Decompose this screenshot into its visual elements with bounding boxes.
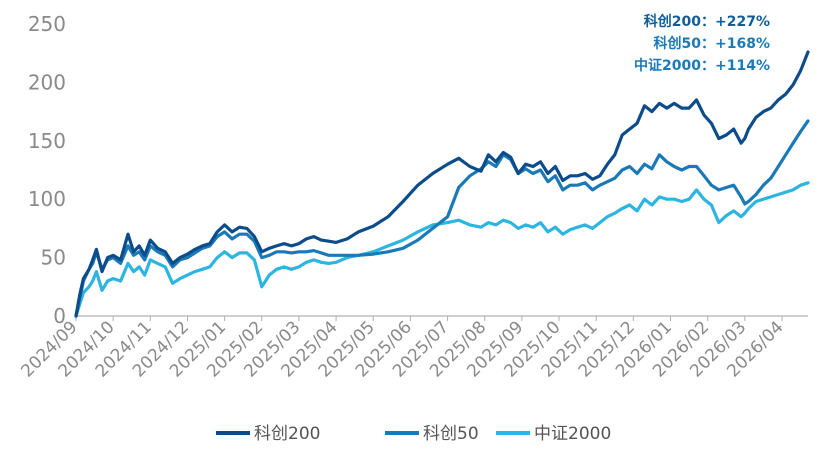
series-line-2: [74, 119, 810, 318]
annotation-3: 中证2000：+114%: [634, 57, 770, 74]
series-line-3: [74, 181, 810, 318]
annotation-1: 科创200：+227%: [644, 13, 770, 30]
series-line-1: [74, 50, 810, 318]
y-tick-label: 150: [28, 129, 66, 153]
x-axis-tick-marks: [75, 316, 783, 321]
y-tick-label: 50: [41, 246, 66, 270]
end-value-annotations: 科创200：+227% 科创50：+168% 中证2000：+114%: [634, 13, 770, 74]
series-lines: [74, 50, 810, 318]
y-tick-label: 100: [28, 187, 66, 211]
legend: 科创200 科创50 中证2000: [216, 424, 611, 444]
legend-label: 中证2000: [534, 424, 611, 444]
legend-label: 科创50: [423, 424, 479, 444]
legend-label: 科创200: [254, 424, 320, 444]
y-axis-ticks: 0 50 100 150 200 250: [28, 12, 66, 328]
y-tick-label: 0: [53, 304, 66, 328]
annotation-2: 科创50：+168%: [654, 35, 770, 52]
y-tick-label: 250: [28, 12, 66, 36]
y-tick-label: 200: [28, 70, 66, 94]
x-axis-tick-labels: 2024/092024/102024/112024/122025/012025/…: [17, 317, 787, 381]
